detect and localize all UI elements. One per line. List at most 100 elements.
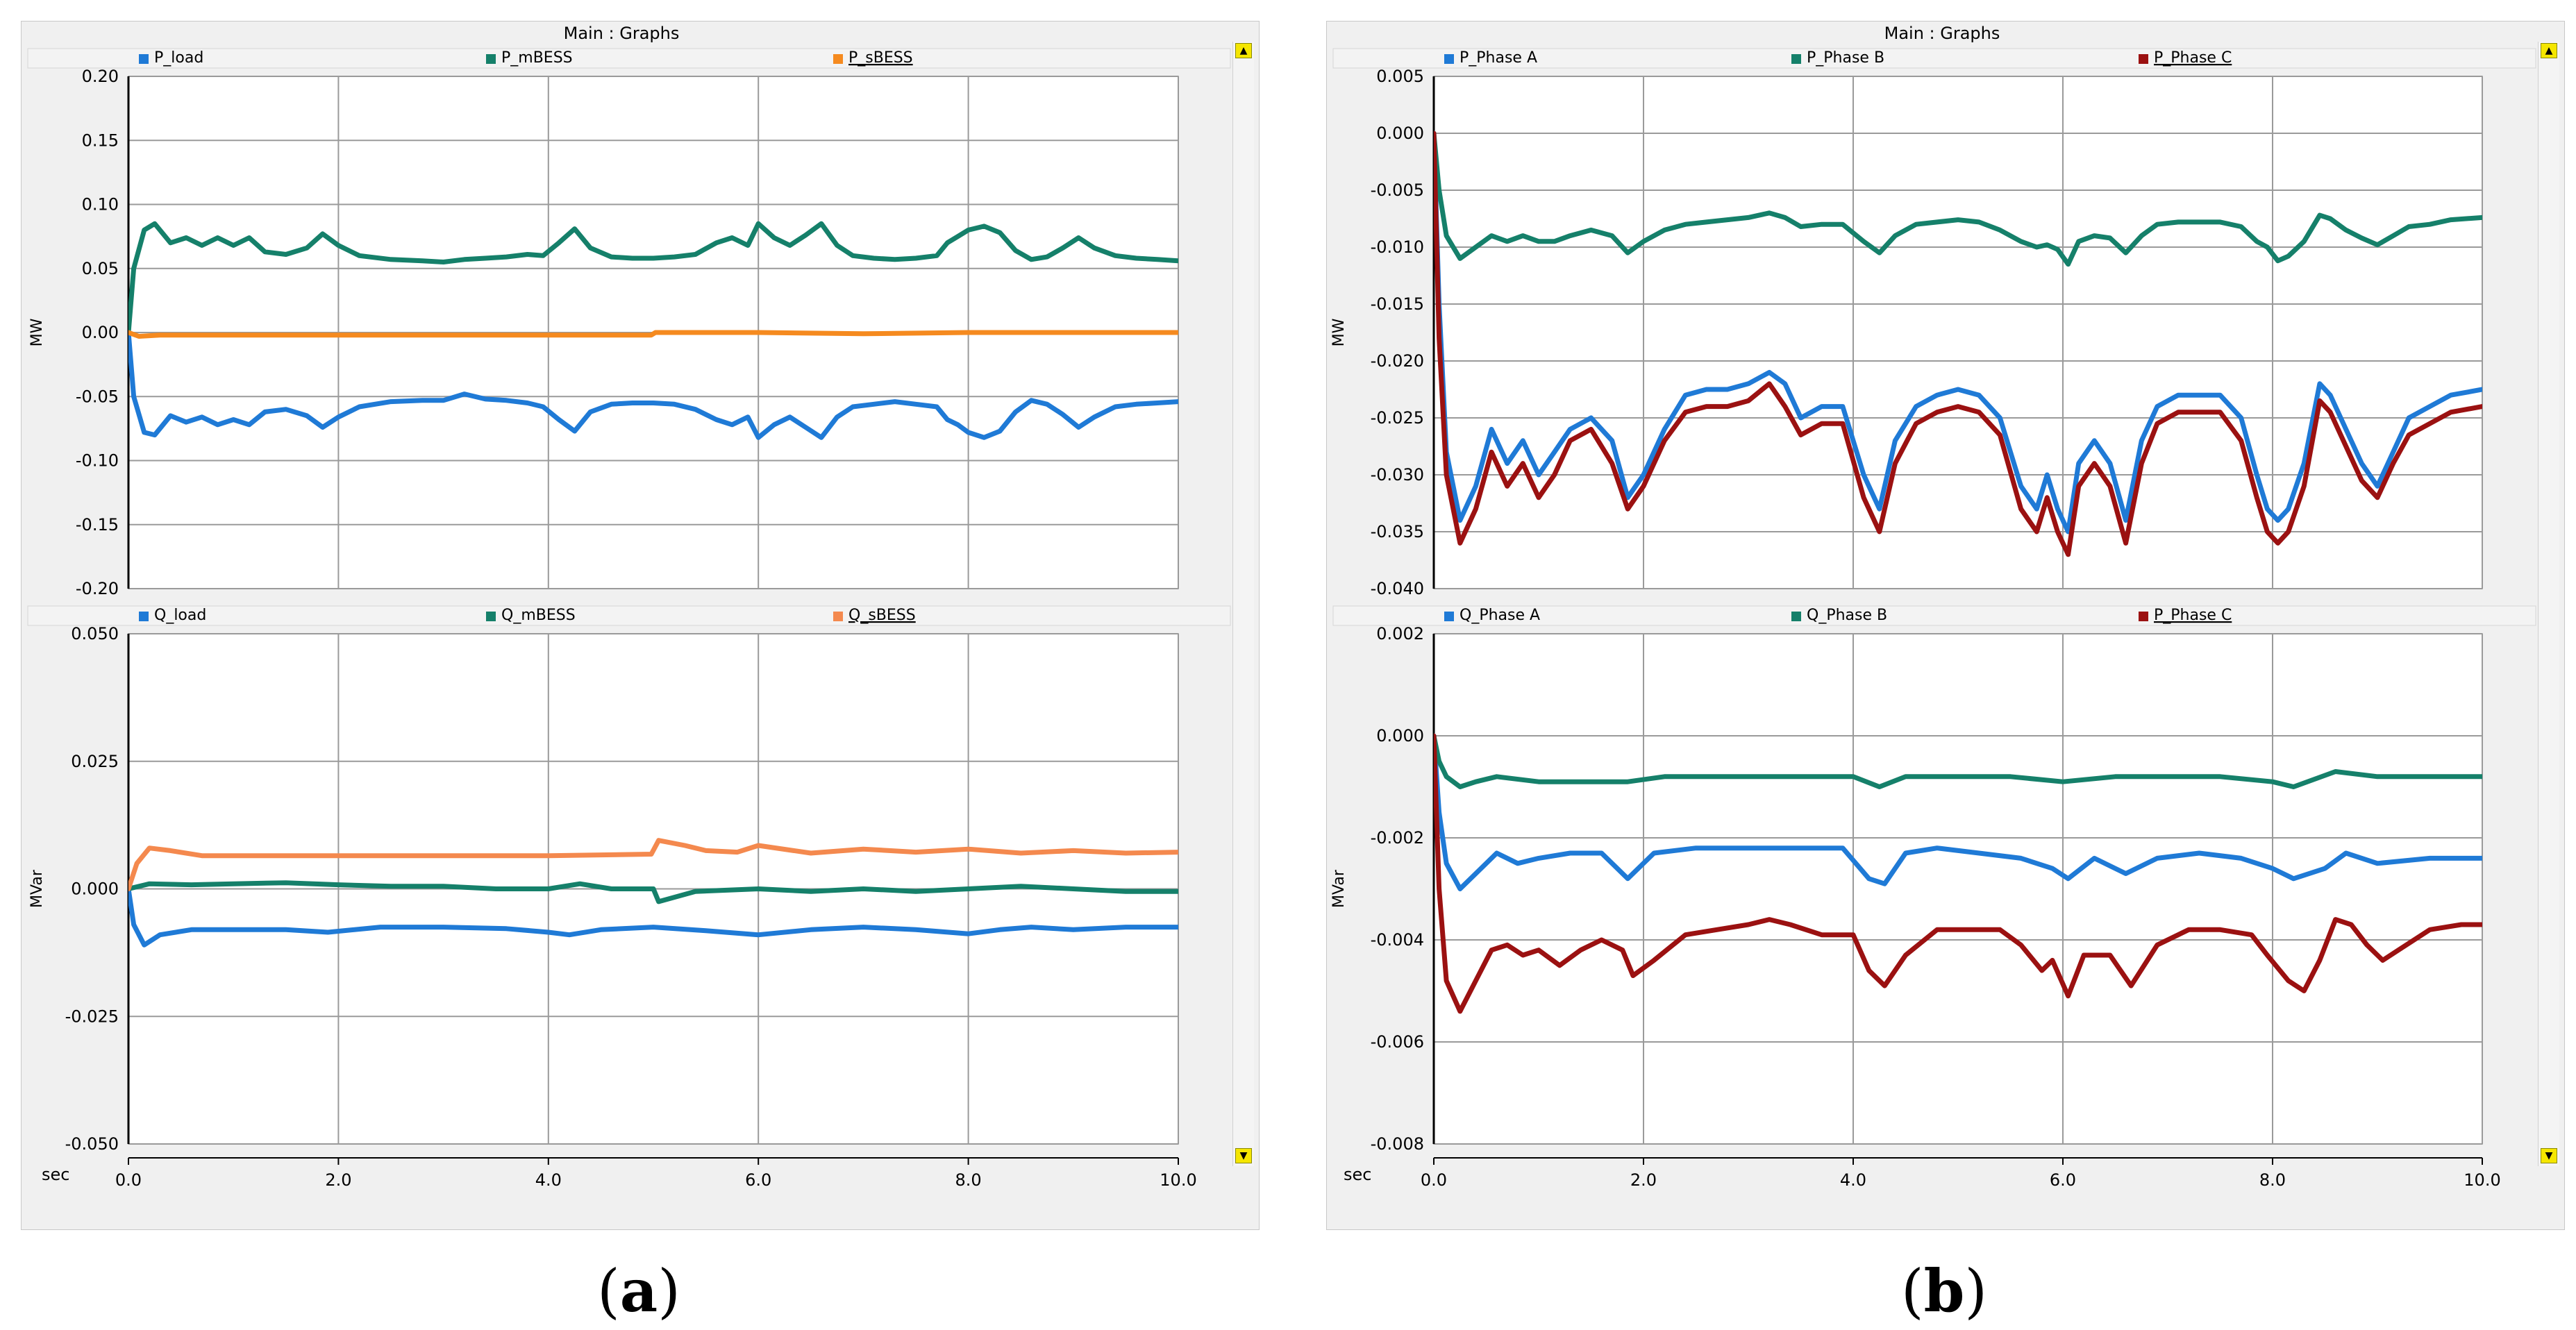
y-axis-label: MW [1330,318,1348,346]
y-tick-label: -0.025 [65,1007,119,1026]
plot-area [1433,633,2483,1145]
legend-strip [27,605,1231,626]
x-tick-label: 6.0 [2050,1170,2076,1190]
legend-swatch [1791,612,1801,621]
legend-label: Q_load [154,607,206,624]
chart-a-top: P_load P_mBESS P_sBESS 0.20 0.15 0.10 0.05 0.00… [27,48,1231,598]
y-axis-label: MVar [28,869,46,908]
scroll-down-button[interactable]: ▼ [1235,1148,1252,1163]
y-tick-label: 0.00 [82,323,119,342]
time-unit-label: sec [42,1165,69,1184]
y-tick-label: -0.015 [1371,294,1424,314]
y-tick-label: -0.008 [1371,1134,1424,1154]
series-line-q-mbess [128,880,1178,904]
legend-swatch [1444,54,1454,64]
series-line-p-mbess [128,221,1178,335]
series-line-p-phase-c [1434,131,2482,557]
y-tick-label: -0.050 [65,1134,119,1154]
legend-strip [27,48,1231,69]
y-tick-label: -0.15 [76,515,119,534]
x-axis-a: 0.0 2.0 4.0 6.0 8.0 10.0 [115,1157,1197,1190]
window-title: Main : Graphs [1884,24,2000,43]
y-axis-label: MW [28,318,46,346]
series-line-p-phase-a [1434,131,2482,534]
y-tick-label: -0.030 [1371,465,1424,485]
legend-swatch [2139,612,2148,621]
y-tick-label: -0.004 [1371,930,1424,950]
y-tick-label: 0.025 [71,752,119,771]
series-line-p-sbess [128,330,1178,339]
x-tick-label: 8.0 [2259,1170,2286,1190]
time-unit-label: sec [1344,1165,1371,1184]
chart-a-bottom: Q_load Q_mBESS Q_sBESS 0.050 0.025 0.000 -0.02… [27,605,1231,1154]
y-tick-label: -0.002 [1371,828,1424,848]
caption-open-paren: ( [1900,1257,1924,1325]
scroll-up-button[interactable]: ▲ [2541,43,2557,58]
legend-label: Q_Phase A [1460,607,1540,624]
legend-swatch [833,612,843,621]
x-tick-label: 8.0 [955,1170,982,1190]
y-tick-label: 0.15 [82,131,119,150]
scroll-down-button[interactable]: ▼ [2541,1148,2557,1163]
legend-label: Q_sBESS [848,607,916,624]
caption-b: (b) [1840,1256,2048,1325]
legend-swatch [486,54,496,64]
y-tick-label: 0.20 [82,67,119,86]
series-line-p-phase-c [1434,733,2482,1014]
y-tick-label: 0.000 [1376,124,1424,143]
y-tick-label: -0.010 [1371,237,1424,257]
legend-label: Q_mBESS [501,607,576,624]
series-line-q-load [128,886,1178,948]
x-tick-label: 10.0 [2464,1170,2500,1190]
legend-swatch [833,54,843,64]
caption-close-paren: ) [1964,1257,1988,1325]
y-tick-label: -0.035 [1371,522,1424,541]
panel-b-scrollbar[interactable]: ▲ ▼ [2538,42,2559,1166]
caption-open-paren: ( [597,1257,620,1325]
window-title: Main : Graphs [564,24,680,43]
legend-swatch [2139,54,2148,64]
caption-letter: b [1923,1256,1965,1325]
x-axis-b: 0.0 2.0 4.0 6.0 8.0 10.0 [1421,1157,2501,1190]
y-tick-label: 0.000 [71,879,119,899]
legend-swatch [139,54,149,64]
y-tick-label: -0.20 [76,579,119,598]
legend-strip [1332,48,2536,69]
y-axis-label: MVar [1330,869,1348,908]
legend-label: P_Phase B [1807,49,1884,67]
y-tick-label: -0.005 [1371,180,1424,200]
x-tick-label: 6.0 [745,1170,771,1190]
series-line-p-phase-b [1434,131,2482,267]
y-tick-label: 0.10 [82,195,119,214]
legend-label: P_load [154,49,203,67]
y-tick-label: 0.002 [1376,624,1424,643]
legend-swatch [139,612,149,621]
caption-a: (a) [535,1256,743,1325]
series-line-q-phase-b [1434,733,2482,789]
y-tick-label: -0.025 [1371,408,1424,428]
panel-a-scrollbar[interactable]: ▲ ▼ [1232,42,1254,1166]
legend-swatch [1444,612,1454,621]
x-tick-label: 4.0 [1840,1170,1866,1190]
legend-label: P_mBESS [501,49,573,67]
legend-label: P_Phase C [2154,607,2232,624]
caption-letter: a [619,1256,658,1325]
x-tick-label: 10.0 [1160,1170,1196,1190]
series-line-p-load [128,330,1178,440]
scroll-up-button[interactable]: ▲ [1235,43,1252,58]
legend-swatch [486,612,496,621]
legend-strip [1332,605,2536,626]
y-tick-label: -0.040 [1371,579,1424,598]
caption-close-paren: ) [658,1257,680,1325]
y-tick-label: -0.10 [76,451,119,471]
x-tick-label: 4.0 [535,1170,562,1190]
x-tick-label: 2.0 [325,1170,351,1190]
y-tick-label: 0.050 [71,624,119,643]
chart-b-top: P_Phase A P_Phase B P_Phase C 0.005 0.000 -0.… [1330,48,2536,598]
y-tick-label: 0.05 [82,259,119,278]
chart-b-bottom: Q_Phase A Q_Phase B P_Phase C 0.002 0.000 -0.… [1330,605,2536,1154]
series-line-q-phase-a [1434,733,2482,891]
legend-label: P_Phase C [2154,49,2232,67]
y-tick-label: -0.020 [1371,351,1424,371]
